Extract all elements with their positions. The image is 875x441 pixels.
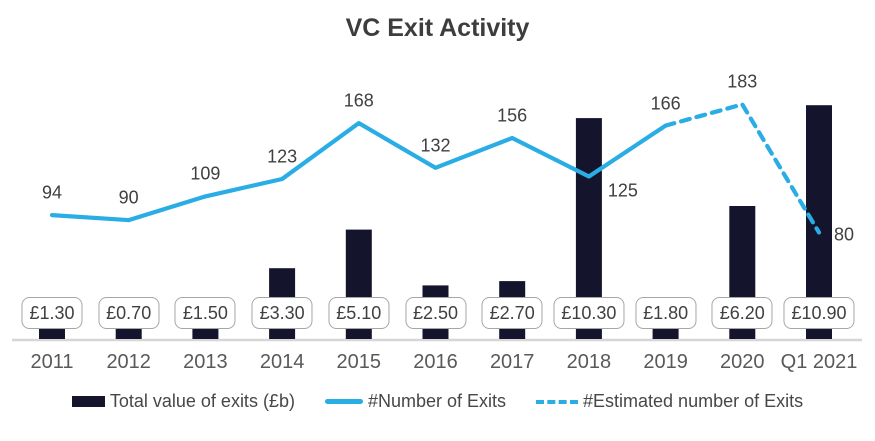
bar [729, 206, 756, 339]
bar [575, 118, 602, 339]
legend-label: #Number of Exits [367, 391, 507, 411]
dashed-line-swatch-icon [536, 399, 579, 404]
bar [345, 229, 372, 339]
bar [39, 311, 65, 339]
legend-item-estimated-exits: #Estimated number of Exits [536, 391, 803, 412]
solid-line-swatch-icon [324, 399, 363, 404]
legend-label: #Estimated number of Exits [583, 391, 804, 411]
bar [422, 285, 449, 339]
legend: Total value of exits (£b) #Number of Exi… [0, 391, 875, 412]
legend-item-number-of-exits: #Number of Exits [324, 391, 507, 412]
estimated-exits-line [663, 102, 822, 235]
bar [806, 105, 832, 339]
legend-item-total-value: Total value of exits (£b) [71, 391, 295, 412]
bar [115, 324, 142, 339]
legend-label: Total value of exits (£b) [109, 391, 295, 411]
bar [499, 281, 526, 339]
bar [192, 306, 219, 339]
bar [652, 300, 679, 339]
bar-swatch-icon [71, 396, 105, 407]
chart-title: VC Exit Activity [345, 14, 530, 42]
bar [269, 268, 296, 339]
number-of-exits-line [49, 120, 668, 223]
